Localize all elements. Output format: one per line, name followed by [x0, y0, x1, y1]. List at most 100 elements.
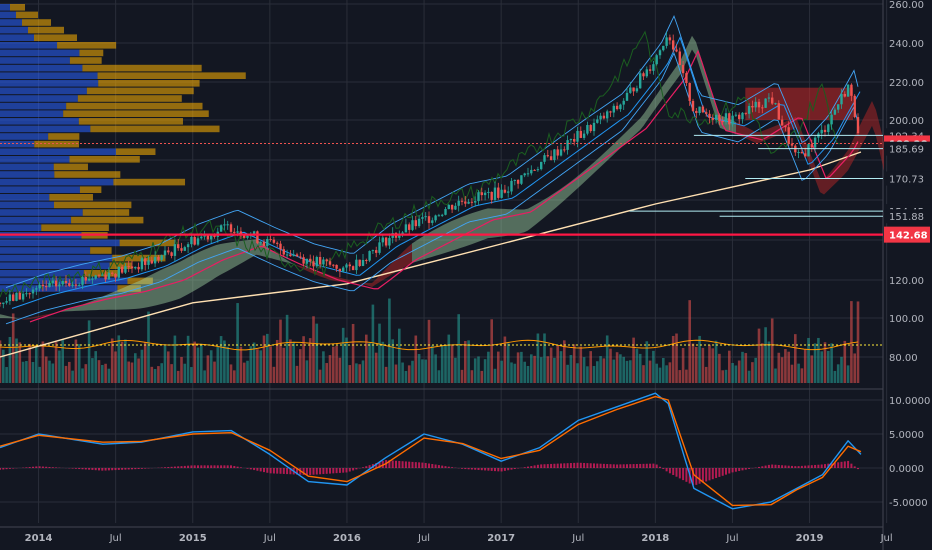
candle-body	[388, 237, 391, 246]
candle-body	[441, 214, 444, 216]
volume-bar	[31, 361, 35, 383]
candle-body	[35, 288, 38, 290]
candle-body	[784, 125, 787, 128]
volume-profile-bar-down	[113, 178, 186, 186]
macd-histogram-bar	[791, 465, 793, 468]
ichimoku-cloud-segment	[220, 243, 224, 276]
ichimoku-cloud-segment	[0, 314, 4, 319]
candle-body	[698, 106, 701, 114]
candle-body	[295, 254, 299, 257]
macd-histogram-bar	[579, 462, 582, 468]
ichimoku-cloud-segment	[872, 100, 876, 137]
volume-bar	[609, 348, 612, 383]
y-axis-tick-label: 240.00	[889, 39, 924, 50]
volume-bar	[233, 370, 236, 383]
volume-bar	[579, 346, 583, 383]
macd-histogram-bar	[626, 464, 628, 468]
ichimoku-cloud-segment	[368, 283, 372, 287]
volume-profile-bar-up	[0, 34, 34, 41]
volume-bar	[18, 342, 22, 383]
volume-profile-bar-up	[0, 133, 49, 140]
candle-body	[223, 224, 226, 226]
candle-body	[823, 129, 827, 133]
x-axis-tick-label: Jul	[571, 533, 584, 544]
volume-profile-bar-down	[28, 26, 64, 34]
candle-body	[206, 234, 210, 240]
ichimoku-cloud-segment	[768, 127, 772, 140]
volume-bar	[338, 357, 342, 383]
candle-body	[239, 231, 243, 235]
x-axis-tick-label: 2016	[333, 533, 361, 544]
macd-histogram-bar	[576, 462, 579, 468]
macd-histogram-bar	[470, 468, 473, 470]
volume-bar	[625, 360, 629, 383]
volume-profile-bar-up	[0, 140, 35, 148]
volume-bar	[820, 351, 823, 383]
candle-body	[526, 173, 530, 175]
volume-profile-bar-down	[54, 171, 121, 178]
volume-bar	[173, 335, 177, 383]
macd-histogram-bar	[183, 465, 186, 468]
candle-body	[332, 264, 335, 266]
volume-profile-bar-down	[41, 224, 109, 231]
volume-profile-bar-up	[0, 186, 80, 193]
candle-body	[523, 173, 526, 176]
volume-bar	[530, 354, 533, 383]
volume-bar	[569, 355, 573, 383]
macd-histogram-bar	[332, 468, 335, 474]
macd-histogram-bar	[536, 464, 539, 468]
candle-body	[371, 250, 375, 252]
candle-body	[701, 106, 705, 113]
volume-bar	[477, 356, 480, 383]
macd-histogram-bar	[296, 468, 298, 475]
macd-histogram-bar	[170, 466, 173, 468]
volume-bar	[470, 370, 474, 383]
candle-body	[744, 112, 747, 114]
macd-histogram-bar	[223, 465, 226, 468]
volume-bar	[721, 370, 724, 383]
ichimoku-cloud-segment	[472, 211, 476, 245]
volume-bar	[404, 370, 408, 383]
macd-histogram-bar	[180, 466, 183, 468]
ichimoku-cloud-segment	[824, 174, 828, 195]
volume-bar	[5, 367, 8, 383]
volume-profile-bar-down	[66, 102, 203, 110]
volume-bar	[107, 368, 111, 383]
macd-histogram-bar	[121, 468, 124, 470]
candle-body	[411, 220, 414, 230]
volume-bar	[813, 343, 817, 383]
macd-histogram-bar	[510, 468, 513, 470]
ichimoku-cloud-segment	[24, 318, 28, 320]
candle-body	[625, 92, 629, 101]
macd-histogram-bar	[847, 460, 850, 468]
volume-bar	[797, 363, 800, 383]
macd-histogram-bar	[761, 466, 764, 468]
bollinger-lower-line	[5, 51, 859, 325]
candle-body	[655, 55, 658, 65]
macd-histogram-bar	[226, 465, 229, 468]
ichimoku-cloud-segment	[444, 222, 448, 254]
volume-bar	[431, 345, 434, 383]
ichimoku-cloud-segment	[632, 122, 636, 138]
price-level-label: 170.73	[889, 175, 924, 186]
macd-histogram-bar	[322, 468, 325, 475]
volume-profile-bar-up	[0, 224, 42, 231]
macd-histogram-bar	[837, 462, 840, 468]
ichimoku-cloud-segment	[208, 246, 212, 283]
candle-body	[635, 88, 639, 92]
volume-profile-bar-up	[0, 42, 58, 49]
volume-profile-bar-up	[0, 57, 70, 64]
candle-body	[675, 49, 678, 52]
candle-body	[810, 144, 813, 148]
macd-histogram-bar	[550, 463, 553, 468]
volume-bar	[516, 352, 520, 383]
candle-body	[305, 258, 309, 264]
candle-body	[691, 100, 695, 111]
macd-histogram-bar	[418, 462, 421, 468]
candle-body	[602, 115, 606, 119]
candle-body	[18, 292, 21, 300]
volume-bar	[0, 340, 2, 383]
macd-histogram-bar	[177, 466, 180, 468]
macd-histogram-bar	[503, 468, 506, 471]
